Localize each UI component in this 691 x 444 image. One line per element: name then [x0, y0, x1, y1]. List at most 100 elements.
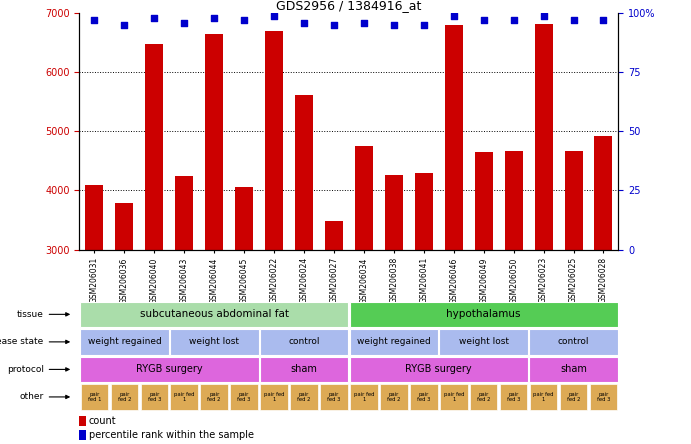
Text: subcutaneous abdominal fat: subcutaneous abdominal fat	[140, 309, 289, 319]
Bar	[530, 384, 558, 410]
Bar	[475, 152, 493, 427]
Point	[568, 17, 579, 24]
Point	[508, 17, 519, 24]
Bar	[230, 384, 258, 410]
Point	[328, 22, 339, 29]
Text: pair
fed 2: pair fed 2	[117, 392, 131, 402]
Bar	[589, 384, 617, 410]
Bar	[350, 301, 618, 327]
Bar	[111, 384, 138, 410]
Bar	[115, 203, 133, 427]
Bar	[325, 221, 343, 427]
Bar	[81, 384, 108, 410]
Bar	[504, 151, 522, 427]
Bar	[79, 416, 86, 426]
Bar	[79, 430, 86, 440]
Text: RYGB surgery: RYGB surgery	[406, 365, 472, 374]
Bar	[86, 185, 104, 427]
Point	[149, 15, 160, 22]
Text: protocol: protocol	[7, 365, 69, 374]
Bar	[529, 329, 618, 355]
Bar	[410, 384, 437, 410]
Text: pair fed
1: pair fed 1	[264, 392, 285, 402]
Text: pair
fed 3: pair fed 3	[148, 392, 161, 402]
Text: weight lost: weight lost	[189, 337, 239, 346]
Text: disease state: disease state	[0, 337, 69, 346]
Bar	[265, 31, 283, 427]
Text: control: control	[558, 337, 589, 346]
Text: pair
fed 2: pair fed 2	[207, 392, 221, 402]
Point	[119, 22, 130, 29]
Point	[359, 19, 370, 26]
Text: pair
fed 3: pair fed 3	[238, 392, 251, 402]
Text: sham: sham	[291, 365, 317, 374]
Bar	[529, 357, 618, 382]
Text: other: other	[19, 392, 69, 401]
Bar	[445, 25, 463, 427]
Point	[209, 15, 220, 22]
Bar	[355, 146, 373, 427]
Text: weight regained: weight regained	[357, 337, 430, 346]
Point	[538, 12, 549, 19]
Point	[418, 22, 429, 29]
Bar	[535, 24, 553, 427]
Point	[179, 19, 190, 26]
Bar	[80, 301, 348, 327]
Text: pair
fed 3: pair fed 3	[597, 392, 610, 402]
Bar	[380, 384, 408, 410]
Text: weight regained: weight regained	[88, 337, 161, 346]
Bar	[170, 329, 258, 355]
Bar	[594, 136, 612, 427]
Bar	[80, 329, 169, 355]
Point	[238, 17, 249, 24]
Point	[89, 17, 100, 24]
Text: tissue: tissue	[17, 310, 69, 319]
Point	[478, 17, 489, 24]
Bar	[440, 384, 468, 410]
Text: control: control	[288, 337, 320, 346]
Bar	[415, 173, 433, 427]
Title: GDS2956 / 1384916_at: GDS2956 / 1384916_at	[276, 0, 422, 12]
Bar	[80, 357, 258, 382]
Bar	[290, 384, 318, 410]
Text: pair
fed 2: pair fed 2	[297, 392, 311, 402]
Bar	[439, 329, 528, 355]
Bar	[295, 95, 313, 427]
Text: pair
fed 2: pair fed 2	[387, 392, 401, 402]
Text: count: count	[89, 416, 117, 426]
Text: pair
fed 3: pair fed 3	[328, 392, 341, 402]
Bar	[260, 357, 348, 382]
Bar	[350, 384, 378, 410]
Point	[269, 12, 280, 19]
Bar	[176, 176, 193, 427]
Bar	[171, 384, 198, 410]
Text: pair
fed 1: pair fed 1	[88, 392, 101, 402]
Bar	[145, 44, 163, 427]
Bar	[350, 357, 528, 382]
Text: sham: sham	[560, 365, 587, 374]
Text: hypothalamus: hypothalamus	[446, 309, 521, 319]
Bar	[500, 384, 527, 410]
Bar	[350, 329, 438, 355]
Text: pair fed
1: pair fed 1	[533, 392, 554, 402]
Text: pair fed
1: pair fed 1	[174, 392, 195, 402]
Bar	[260, 329, 348, 355]
Text: percentile rank within the sample: percentile rank within the sample	[89, 430, 254, 440]
Bar	[565, 151, 583, 427]
Point	[448, 12, 460, 19]
Text: pair
fed 3: pair fed 3	[507, 392, 520, 402]
Text: weight lost: weight lost	[459, 337, 509, 346]
Bar	[235, 187, 253, 427]
Bar	[261, 384, 288, 410]
Text: pair fed
1: pair fed 1	[354, 392, 375, 402]
Bar	[470, 384, 498, 410]
Bar	[140, 384, 168, 410]
Bar	[385, 174, 403, 427]
Point	[299, 19, 310, 26]
Text: RYGB surgery: RYGB surgery	[136, 365, 202, 374]
Point	[598, 17, 609, 24]
Bar	[200, 384, 228, 410]
Text: pair
fed 3: pair fed 3	[417, 392, 430, 402]
Text: pair
fed 2: pair fed 2	[477, 392, 491, 402]
Bar	[560, 384, 587, 410]
